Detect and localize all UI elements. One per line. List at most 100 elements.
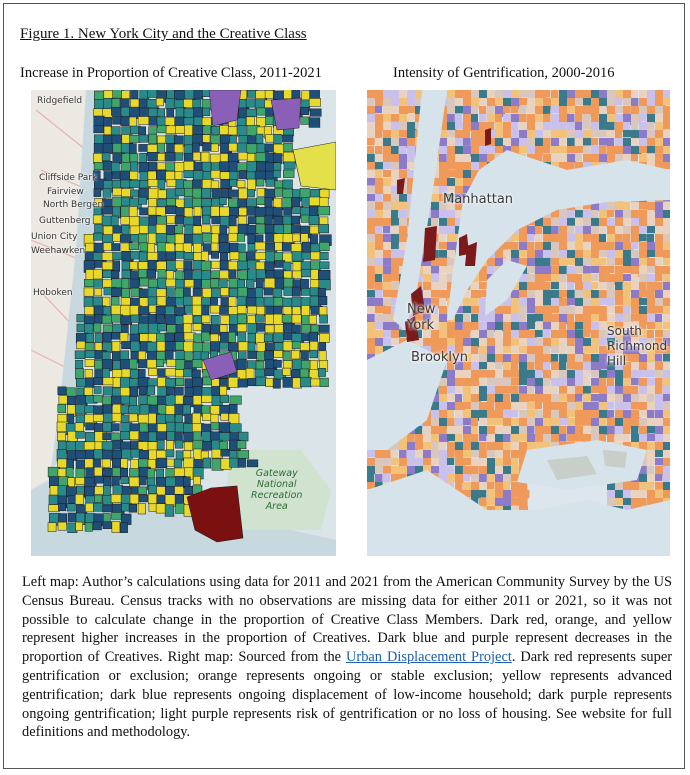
census-tract [255, 216, 266, 224]
census-tract [57, 386, 67, 396]
census-tract [527, 282, 537, 292]
census-tract [423, 442, 432, 450]
census-tract [591, 330, 599, 339]
census-tract [447, 434, 458, 442]
census-tract [495, 322, 506, 332]
census-tract [519, 490, 530, 499]
census-tract [647, 90, 658, 99]
census-tract [129, 358, 138, 370]
census-tract [83, 296, 94, 308]
census-tract [375, 210, 384, 220]
census-tract [503, 378, 513, 387]
census-tract [567, 138, 575, 149]
census-tract [300, 214, 310, 223]
census-tract [599, 386, 608, 397]
census-tract [138, 268, 148, 278]
census-tract [639, 418, 650, 426]
census-tract [647, 442, 658, 451]
census-tract [148, 431, 158, 442]
census-tract [663, 242, 670, 250]
census-tract [383, 90, 394, 99]
census-tract [165, 162, 176, 172]
census-tract [391, 210, 399, 218]
census-tract [647, 154, 657, 164]
census-tract [623, 402, 632, 410]
census-tract [447, 130, 458, 138]
census-tract [164, 314, 177, 325]
census-tract [639, 106, 649, 117]
census-tract [631, 130, 641, 139]
census-tract [583, 242, 591, 251]
census-tract [647, 482, 655, 490]
census-tract [479, 130, 488, 139]
census-tract [559, 394, 568, 402]
census-tract [139, 242, 149, 252]
census-tract [101, 252, 114, 261]
census-tract [631, 298, 642, 308]
census-tract [75, 368, 85, 380]
census-tract [647, 450, 658, 459]
census-tract [431, 266, 440, 274]
census-tract [120, 458, 129, 469]
census-tract [599, 138, 607, 146]
census-tract [527, 370, 537, 379]
census-tract [487, 154, 495, 163]
census-tract [487, 146, 497, 154]
census-tract [495, 314, 505, 325]
census-tract [471, 490, 481, 499]
census-tract [663, 210, 670, 219]
census-tract [192, 412, 201, 424]
census-tract [49, 485, 59, 497]
census-tract [543, 298, 552, 306]
census-tract [607, 146, 617, 156]
census-tract [647, 122, 655, 130]
census-tract [367, 266, 375, 277]
census-tract [264, 143, 274, 152]
census-tract [599, 314, 610, 322]
census-tract [519, 242, 530, 253]
census-tract [487, 426, 497, 435]
census-tract [455, 402, 466, 411]
census-tract [583, 210, 594, 221]
census-tract [551, 210, 561, 218]
census-tract [375, 298, 386, 307]
urban-displacement-project-link[interactable]: Urban Displacement Project [346, 649, 512, 666]
census-tract [254, 241, 267, 251]
census-tract [246, 108, 257, 117]
census-tract [301, 305, 310, 317]
census-tract [503, 90, 514, 99]
census-tract [47, 522, 57, 532]
census-tract [399, 210, 409, 220]
census-tract [166, 458, 175, 467]
census-tract [128, 413, 138, 422]
census-tract [210, 170, 221, 179]
census-tract [583, 154, 593, 165]
census-tract [282, 360, 293, 369]
census-tract [487, 98, 497, 107]
census-tract [455, 474, 464, 484]
census-tract [471, 402, 482, 411]
census-tract [479, 482, 487, 493]
census-tract [391, 282, 402, 291]
census-tract [407, 130, 416, 138]
census-tract [623, 130, 633, 138]
census-tract [471, 322, 479, 331]
census-tract [447, 202, 456, 211]
census-tract [399, 330, 406, 338]
census-tract [175, 250, 185, 259]
census-tract [121, 90, 131, 99]
census-tract [623, 154, 634, 162]
census-tract [102, 160, 113, 171]
census-tract [519, 106, 527, 114]
census-tract [527, 130, 537, 139]
census-tract [495, 474, 505, 483]
census-tract [447, 378, 458, 389]
census-tract [202, 125, 212, 135]
census-tract [431, 170, 441, 179]
census-tract [559, 434, 567, 442]
census-tract [559, 418, 569, 426]
figure-frame: Figure 1. New York City and the Creative… [3, 3, 685, 769]
census-tract [567, 258, 576, 266]
census-tract [471, 410, 481, 421]
census-tract [102, 261, 115, 270]
